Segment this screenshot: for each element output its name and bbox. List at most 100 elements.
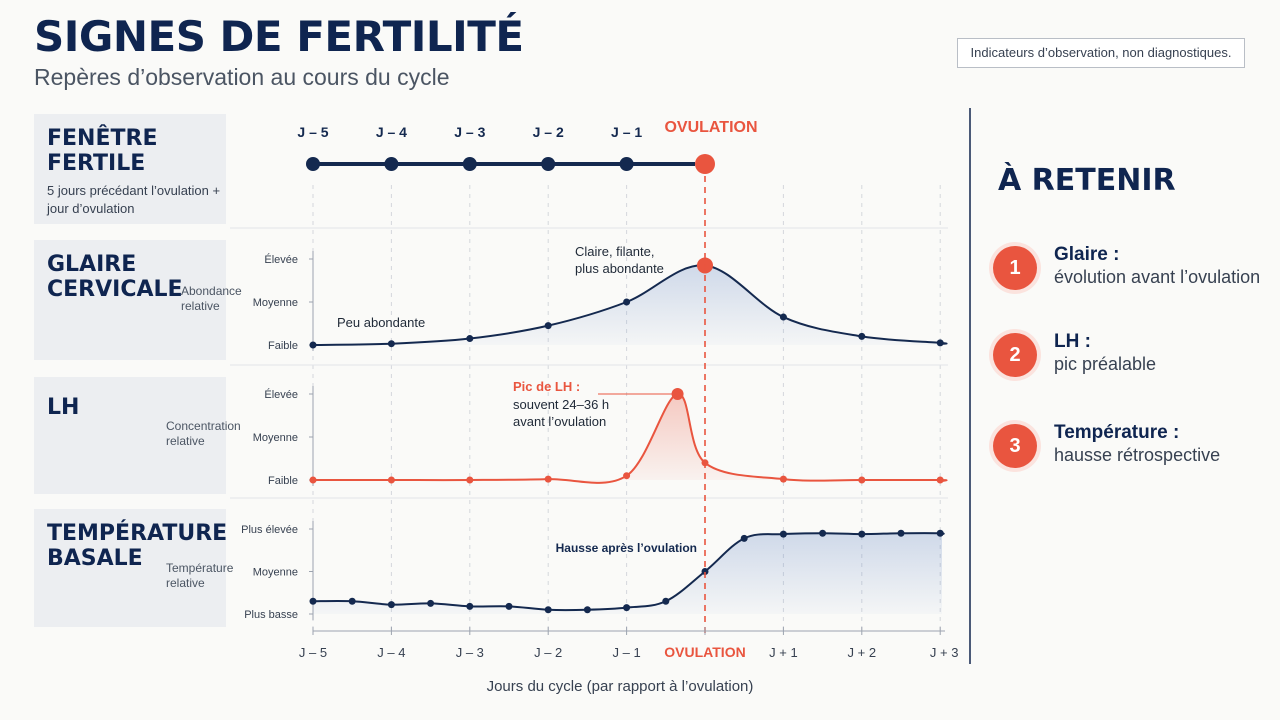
temp-point (505, 602, 513, 610)
x-axis-title: Jours du cycle (par rapport à l’ovulatio… (486, 678, 754, 695)
retenir-item-3-text: hausse rétrospective (1054, 445, 1221, 465)
temp-point (858, 530, 866, 538)
glaire-line (312, 264, 948, 346)
fertile-day-marker (306, 157, 320, 171)
fertile-day-label: J – 3 (454, 124, 485, 140)
fertile-day-marker (541, 157, 556, 171)
glaire-area (313, 265, 947, 345)
row-label-temperature: Température relative (166, 561, 234, 590)
temp-y-label: Plus élevée (241, 524, 298, 536)
lh-point (544, 475, 552, 483)
panel-fenetre-fertile: FENÊTRE FERTILE 5 jours précédant l’ovul… (34, 114, 226, 224)
retenir-item-3: 3 Température : hausse rétrospective (993, 422, 1273, 472)
temp-point (819, 529, 827, 537)
temp-annotation: Hausse après l’ovulation (556, 541, 697, 555)
temp-area (313, 533, 944, 614)
x-tick-label: J – 4 (377, 645, 405, 660)
lh-y-label: Faible (268, 475, 298, 487)
panel-title-glaire: GLAIRE CERVICALE (47, 252, 183, 302)
lh-annotation-text: souvent 24–36 h (513, 397, 609, 412)
number-badge-2: 2 (993, 333, 1037, 377)
glaire-point (858, 332, 866, 340)
glaire-y-label: Faible (268, 340, 298, 352)
fertile-day-label: J – 5 (297, 124, 328, 140)
temp-point (309, 597, 317, 605)
panel-lh: LH (34, 377, 226, 494)
fertile-day-label: J – 4 (376, 124, 407, 140)
lh-annotation-title: Pic de LH : (513, 379, 580, 394)
temp-point (662, 597, 670, 605)
fertile-day-marker (619, 157, 634, 171)
panel-title-lh: LH (47, 395, 80, 420)
temp-point (897, 529, 905, 537)
x-tick-label: J + 1 (769, 645, 798, 660)
lh-point (387, 476, 395, 484)
x-tick-label: J + 2 (848, 645, 877, 660)
temp-point (583, 606, 591, 614)
lh-area (313, 393, 947, 483)
retenir-title: À RETENIR (998, 163, 1176, 198)
panel-title-temperature: TEMPÉRATURE BASALE (47, 521, 228, 571)
ovulation-marker (695, 154, 715, 174)
glaire-y-label: Élevée (264, 253, 298, 266)
retenir-item-1-head: Glaire : (1054, 244, 1120, 265)
number-badge-1: 1 (993, 246, 1037, 290)
fertile-day-marker (384, 157, 399, 171)
glaire-y-label: Moyenne (253, 297, 298, 309)
temp-point (740, 534, 748, 542)
glaire-annotation-low: Peu abondante (337, 315, 425, 330)
lh-annotation-arrowhead (674, 390, 682, 398)
retenir-item-3-head: Température : (1054, 422, 1180, 443)
x-tick-label: J – 1 (613, 645, 641, 660)
row-label-glaire: Abondance relative (181, 284, 242, 313)
x-tick-label: J + 3 (930, 645, 959, 660)
temp-point (348, 597, 356, 605)
lh-line (313, 393, 948, 484)
glaire-point (936, 339, 944, 347)
retenir-item-2: 2 LH : pic préalable (993, 331, 1273, 381)
glaire-point (387, 340, 395, 348)
temp-point (544, 606, 552, 614)
number-badge-3: 3 (993, 424, 1037, 468)
fertile-day-label: J – 2 (533, 124, 564, 140)
retenir-item-2-text: pic préalable (1054, 354, 1157, 374)
x-tick-label: J – 5 (299, 645, 327, 660)
temp-point (936, 529, 944, 537)
glaire-annotation-peak: Claire, filante, (575, 244, 654, 259)
temp-point (466, 602, 474, 610)
temp-y-label: Plus basse (244, 609, 298, 621)
page-subtitle: Repères d’observation au cours du cycle (34, 64, 450, 90)
panel-glaire: GLAIRE CERVICALE (34, 240, 226, 360)
panel-temperature: TEMPÉRATURE BASALE (34, 509, 228, 627)
retenir-item-1-text: évolution avant l’ovulation (1054, 267, 1261, 287)
ovulation-label-top: OVULATION (664, 119, 757, 136)
temp-point (779, 530, 787, 538)
x-tick-label: OVULATION (664, 644, 745, 660)
temp-point (427, 599, 435, 607)
row-label-lh: Concentration relative (166, 419, 241, 448)
lh-y-label: Élevée (264, 388, 298, 401)
lh-point (623, 472, 631, 480)
temp-point (623, 604, 631, 612)
glaire-point (779, 313, 787, 321)
x-tick-label: J – 2 (534, 645, 562, 660)
glaire-point (544, 322, 552, 330)
sidebar-divider (969, 108, 971, 664)
lh-point (936, 476, 944, 484)
lh-point (309, 476, 317, 484)
temp-point (701, 568, 709, 575)
temp-point (387, 601, 395, 609)
panel-title-fenetre: FENÊTRE FERTILE (47, 126, 158, 176)
lh-point (466, 476, 474, 484)
retenir-item-1: 1 Glaire : évolution avant l’ovulation (993, 244, 1273, 294)
disclaimer-box: Indicateurs d’observation, non diagnosti… (957, 38, 1245, 68)
glaire-point (623, 298, 631, 306)
lh-point (858, 476, 866, 484)
fertile-day-label: J – 1 (611, 124, 642, 140)
page-title: SIGNES DE FERTILITÉ (34, 12, 524, 61)
fertile-day-marker (462, 157, 477, 171)
glaire-point (466, 335, 474, 343)
lh-annotation-text: avant l’ovulation (513, 414, 606, 429)
temp-y-label: Moyenne (253, 567, 298, 579)
